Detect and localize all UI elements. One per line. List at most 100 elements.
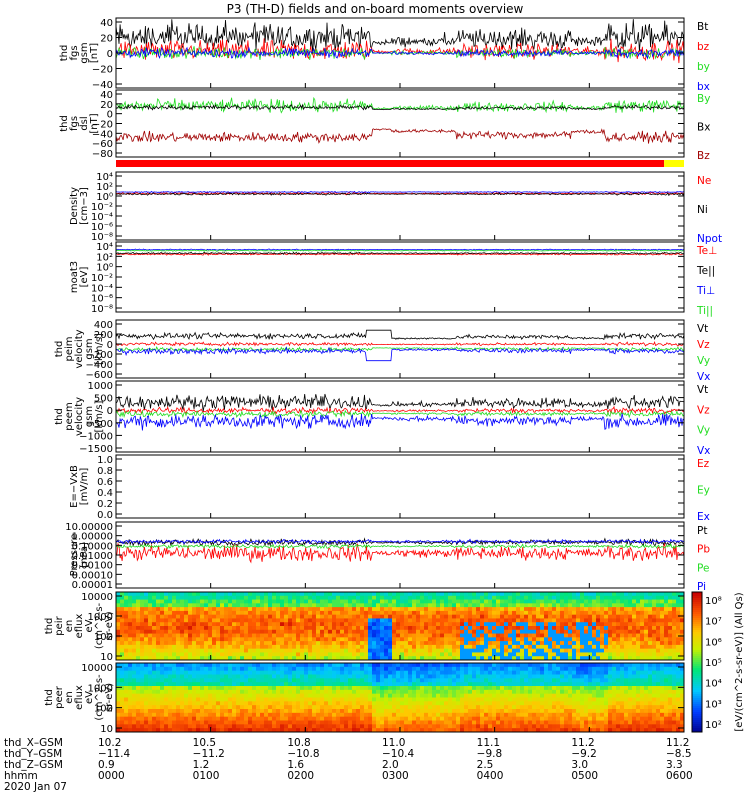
svg-text:[km/s]: [km/s] [94,400,105,432]
series-density-Npot [115,190,685,194]
colorbar-tick: 10³ [705,699,722,710]
ytick-density: 10⁴ [96,172,113,183]
series-fgs-gsm-bx [115,46,685,60]
legend-peem-velocity: Vy [697,425,710,437]
series-peem-velocity-Vz [115,405,685,416]
series-pressure-Pb [115,542,685,564]
svg-text:gsm: gsm [84,338,95,359]
mode-bar-yellow [664,160,684,167]
svg-text:[km/s]: [km/s] [94,333,105,365]
ytick-peim-velocity: 200 [94,330,113,341]
ylabel-peir-eflux: thd peir en eflux eV (cm^2-s-sr-eV) [44,602,115,649]
ytick-efield: 0.4 [97,488,113,499]
svg-text:fgs: fgs [69,45,80,60]
ytick-peim-velocity: −200 [86,350,113,361]
ephem-value-t: 0400 [476,770,504,782]
ephem-value-y: −11.2 [192,748,225,760]
ytick-peem-velocity: 500 [94,394,113,405]
colorbar-tick: 10⁸ [705,596,722,607]
svg-text:sr-eV): sr-eV) [104,611,115,640]
legend-peim-velocity: Vt [697,323,708,335]
ytick-peem-velocity: 0 [107,406,113,417]
svg-text:dsl: dsl [79,116,90,130]
series-peim-velocity-Vz [115,341,685,347]
ephem-value-z: 2.5 [476,759,494,771]
ytick-peer-eflux: 1000 [88,683,113,694]
ephem-value-t: 0100 [192,770,220,782]
ytick-peir-eflux: 10000 [81,592,113,603]
ytick-peer-eflux: 10000 [81,663,113,674]
ephem-value-t: 0200 [287,770,315,782]
ytick-peim-velocity: 0 [107,340,113,351]
ephem-label: thd_X–GSM [4,737,63,749]
series-fgs-gsm-bz [115,38,685,64]
ytick-pressure: 1.00000 [72,532,113,543]
ephem-value-z: 3.3 [666,759,683,771]
ephem-value-x: 10.8 [287,737,311,749]
ytick-efield: 0.6 [97,477,113,488]
svg-text:Pressure: Pressure [69,534,80,577]
page-title: P3 (TH-D) fields and on-board moments ov… [226,2,524,16]
panel-frame-efield [115,454,685,519]
ytick-temperature: 10⁴ [96,242,113,253]
legend-pressure: Pb [697,544,710,556]
svg-text:thd: thd [54,408,65,425]
ytick-density: 10⁰ [96,192,113,203]
ytick-density: 10⁻² [91,202,113,213]
svg-text:[nT]: [nT] [89,43,100,63]
ephem-value-z: 2.0 [382,759,399,771]
ytick-peir-eflux: 10 [100,652,113,663]
svg-text:moat3: moat3 [69,261,80,293]
spectrogram-peir-eflux [116,592,685,661]
svg-text:[cm−3]: [cm−3] [79,187,90,225]
legend-density: Npot [697,233,722,245]
ephem-value-x: 11.0 [382,737,406,749]
mode-bar-red [116,160,665,167]
legend-pressure: Pe [697,562,709,574]
svg-text:velocity: velocity [74,329,85,368]
legend-peem-velocity: Vx [697,445,710,457]
ytick-pressure: 0.00010 [72,570,113,581]
series-fgs-dsl-Bx [115,103,685,111]
series-peim-velocity-Vt [115,329,685,341]
series-pressure-Pe [115,543,685,550]
ytick-density: 10² [96,182,113,193]
legend-peim-velocity: Vy [697,355,710,367]
legend-fgs-gsm: bz [697,41,710,53]
ephem-label: thd_Y–GSM [4,748,63,760]
ytick-temperature: 10⁰ [96,263,113,274]
ylabel-fgs-gsm: thd fgs gsm [nT] [59,42,100,63]
ephem-value-y: −9.2 [571,748,597,760]
colorbar-tick: 10⁷ [705,617,722,628]
ytick-peem-velocity: −1000 [79,431,113,442]
series-density-Ni [115,192,685,196]
colorbar-tick: 10⁶ [705,637,722,648]
svg-text:(cm^2-s-: (cm^2-s- [94,602,105,649]
legend-peim-velocity: Vz [697,339,710,351]
panel-frame-peim-velocity [115,319,685,379]
ytick-temperature: 10⁻⁶ [91,294,113,305]
ylabel-density: Density [cm−3] [69,187,90,225]
ytick-fgs-dsl: 0 [107,110,113,121]
ephem-value-z: 1.6 [287,759,305,771]
legend-fgs-dsl: Bx [697,122,710,134]
legend-fgs-gsm: Bt [697,21,708,33]
legend-temperature: Ti⊥ [696,285,715,297]
ytick-peem-velocity: −500 [86,419,113,430]
legend-temperature: Ti|| [696,305,713,317]
svg-text:thd: thd [59,45,70,62]
ephem-value-z: 1.2 [192,759,210,771]
legend-efield: Ex [697,511,710,523]
ytick-pressure: 0.10000 [72,541,113,552]
legend-pressure: Pi [697,581,706,593]
ephem-value-x: 11.1 [476,737,501,749]
ytick-fgs-gsm: 40 [100,18,113,29]
legend-peim-velocity: Vx [697,371,710,383]
ytick-pressure: 0.01000 [72,551,113,562]
ytick-fgs-gsm: −40 [92,80,113,91]
legend-efield: Ey [697,485,710,497]
ytick-peim-velocity: −400 [86,360,113,371]
ephem-label: hhmm [4,770,38,782]
legend-efield: Ez [697,458,710,470]
svg-text:[nT]: [nT] [89,113,100,133]
